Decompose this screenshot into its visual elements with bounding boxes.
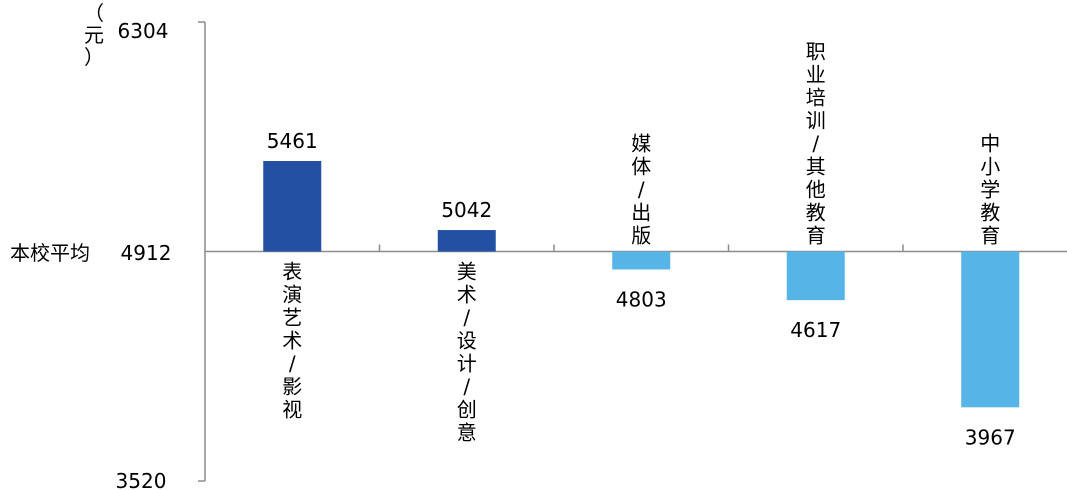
bar-value-label: 4803 bbox=[616, 287, 667, 311]
bar-value-label: 5042 bbox=[441, 198, 492, 222]
y-tick-label-baseline: 4912 bbox=[121, 241, 172, 265]
baseline-label: 本校平均 bbox=[10, 241, 90, 265]
bar bbox=[786, 251, 845, 301]
category-label: 表演艺术/影视 bbox=[282, 260, 302, 422]
category-label: 媒体/出版 bbox=[631, 132, 651, 248]
category-label: 职业培训/其他教育 bbox=[806, 40, 826, 248]
y-tick-label-max: 6304 bbox=[118, 19, 169, 43]
y-axis-label: （元） bbox=[84, 1, 104, 69]
bar-value-label: 4617 bbox=[790, 318, 841, 342]
bar bbox=[263, 160, 322, 252]
category-label: 中小学教育 bbox=[980, 132, 1000, 248]
bar-value-label: 5461 bbox=[267, 129, 318, 153]
bar-value-label: 3967 bbox=[965, 425, 1016, 449]
category-labels-group: 表演艺术/影视 美术/设计/创意 媒体/出版 职业培训/其他教育 中小学教育 bbox=[282, 40, 1000, 445]
bar bbox=[612, 251, 671, 270]
y-tick-label-min: 3520 bbox=[116, 469, 167, 490]
bars-group bbox=[263, 160, 1020, 408]
bar bbox=[961, 251, 1020, 408]
category-label: 美术/设计/创意 bbox=[457, 260, 477, 445]
value-labels-group: 5461 5042 4803 4617 3967 bbox=[267, 129, 1016, 449]
bar bbox=[437, 230, 496, 252]
